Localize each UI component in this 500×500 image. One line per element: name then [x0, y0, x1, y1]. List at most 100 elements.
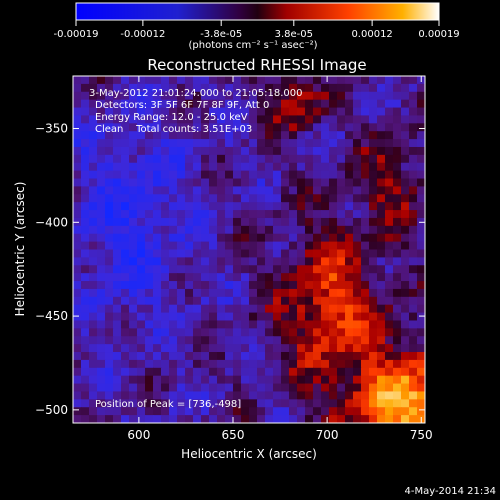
heatmap-cell [129, 391, 138, 400]
heatmap-cell [353, 383, 362, 393]
heatmap-cell [369, 352, 378, 361]
x-tick-label: 750 [410, 428, 433, 442]
heatmap-cell [233, 123, 242, 132]
heatmap-cell [393, 328, 402, 337]
heatmap-cell [137, 178, 146, 188]
heatmap-cell [193, 131, 202, 140]
heatmap-cell [137, 336, 146, 345]
heatmap-cell [265, 162, 274, 172]
heatmap-cell [153, 296, 162, 306]
heatmap-cell [145, 281, 154, 290]
heatmap-cell [409, 170, 418, 180]
heatmap-cell [353, 194, 362, 203]
heatmap-cell [401, 415, 410, 423]
heatmap-cell [89, 249, 98, 258]
heatmap-cell [417, 139, 425, 148]
heatmap-cell [241, 399, 250, 408]
heatmap-cell [89, 91, 98, 101]
heatmap-cell [185, 336, 194, 345]
heatmap-cell [329, 415, 338, 423]
heatmap-cell [81, 399, 90, 408]
heatmap-cell [393, 99, 402, 109]
heatmap-cell [113, 241, 122, 251]
heatmap-cell [297, 217, 306, 227]
heatmap-cell [345, 391, 354, 400]
heatmap-cell [401, 107, 410, 117]
heatmap-cell [297, 249, 306, 258]
heatmap-cell [97, 115, 106, 124]
heatmap-cell [233, 210, 242, 219]
heatmap-cell [209, 123, 218, 132]
heatmap-cell [297, 383, 306, 393]
heatmap-cell [297, 399, 306, 408]
heatmap-cell [369, 194, 378, 203]
heatmap-cell [201, 281, 210, 290]
y-tick-label: −400 [35, 215, 68, 229]
heatmap-cell [97, 186, 106, 195]
heatmap-cell [233, 312, 242, 322]
heatmap-cell [241, 375, 250, 385]
heatmap-cell [209, 257, 218, 266]
heatmap-cell [233, 352, 242, 361]
heatmap-cell [137, 288, 146, 298]
heatmap-cell [321, 320, 330, 329]
heatmap-cell [337, 391, 346, 400]
heatmap-cell [329, 146, 338, 156]
heatmap-cell [361, 407, 370, 416]
heatmap-cell [265, 352, 274, 361]
heatmap-cell [233, 202, 242, 211]
heatmap-cell [345, 273, 354, 282]
heatmap-cell [121, 107, 130, 117]
heatmap-cell [393, 107, 402, 117]
heatmap-cell [121, 383, 130, 393]
heatmap-cell [249, 123, 258, 132]
heatmap-cell [337, 107, 346, 117]
heatmap-cell [345, 296, 354, 306]
heatmap-cell [321, 415, 330, 423]
heatmap-cell [337, 91, 346, 101]
heatmap-cell [169, 415, 178, 423]
heatmap-cell [401, 375, 410, 385]
heatmap-cell [153, 225, 162, 235]
heatmap-cell [265, 99, 274, 109]
heatmap-cell [145, 344, 154, 353]
heatmap-cell [225, 399, 234, 408]
heatmap-cell [137, 249, 146, 258]
heatmap-cell [97, 146, 106, 156]
heatmap-cell [73, 367, 82, 377]
heatmap-cell [145, 296, 154, 306]
heatmap-cell [417, 146, 425, 156]
heatmap-cell [409, 107, 418, 117]
heatmap-cell [393, 257, 402, 266]
heatmap-cell [145, 312, 154, 322]
heatmap-cell [313, 336, 322, 345]
heatmap-cell [313, 344, 322, 353]
heatmap-cell [161, 91, 170, 101]
heatmap-cell [97, 139, 106, 148]
heatmap-cell [297, 281, 306, 290]
heatmap-cell [153, 352, 162, 361]
heatmap-cell [417, 399, 425, 408]
heatmap-cell [201, 99, 210, 109]
heatmap-cell [265, 399, 274, 408]
heatmap-cell [337, 131, 346, 140]
heatmap-cell [217, 375, 226, 385]
heatmap-cell [289, 107, 298, 117]
heatmap-cell [369, 107, 378, 117]
heatmap-cell [281, 312, 290, 322]
heatmap-cell [337, 146, 346, 156]
heatmap-cell [129, 265, 138, 274]
heatmap-cell [73, 336, 82, 345]
heatmap-cell [137, 344, 146, 353]
heatmap-cell [193, 162, 202, 172]
heatmap-cell [169, 241, 178, 251]
heatmap-cell [177, 359, 186, 369]
heatmap-cell [297, 336, 306, 345]
heatmap-cell [337, 210, 346, 219]
heatmap-cell [81, 178, 90, 188]
heatmap-cell [121, 146, 130, 156]
heatmap-cell [169, 265, 178, 274]
heatmap-cell [377, 115, 386, 124]
heatmap-cell [377, 281, 386, 290]
heatmap-cell [401, 367, 410, 377]
